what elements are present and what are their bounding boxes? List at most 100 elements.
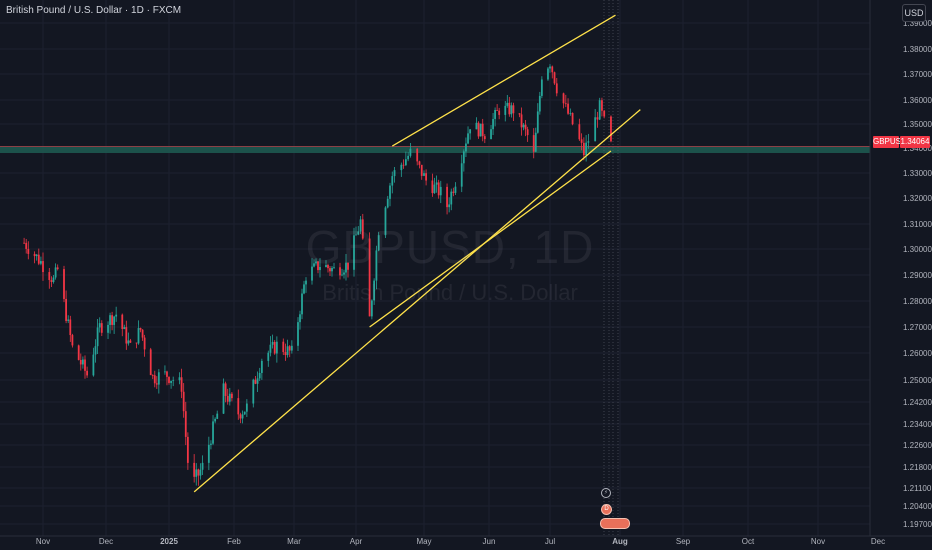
candle-body <box>313 263 315 267</box>
candle-body <box>317 261 319 271</box>
price-tick-label: 1.19700 <box>903 520 932 529</box>
candle-body <box>92 354 95 376</box>
time-tick-label: Nov <box>36 537 50 546</box>
candle-body <box>254 379 257 384</box>
candle-body <box>77 345 80 360</box>
candle-body <box>184 411 187 437</box>
candle-body <box>423 173 425 176</box>
candle-body <box>402 164 405 166</box>
candle-body <box>475 122 478 130</box>
candle-body <box>420 164 423 176</box>
candle-body <box>98 323 101 328</box>
multiple-events-icon[interactable] <box>600 518 630 529</box>
symbol-title[interactable]: British Pound / U.S. Dollar · 1D · FXCM <box>6 5 182 16</box>
candle-body <box>243 411 246 415</box>
candle-body <box>425 173 427 181</box>
candle-body <box>329 268 331 272</box>
candle-body <box>496 109 499 111</box>
price-tick-label: 1.32000 <box>903 194 932 203</box>
candle-body <box>578 124 581 140</box>
candle-body <box>359 219 362 232</box>
candle-body <box>368 238 371 317</box>
candle-body <box>260 360 263 373</box>
candle-body <box>343 272 345 275</box>
time-tick-label: Aug <box>612 537 628 546</box>
candle-body <box>520 114 523 128</box>
candle-body <box>94 346 97 355</box>
candle-body <box>157 372 160 385</box>
candle-body <box>518 113 521 115</box>
candle-body <box>137 328 140 344</box>
candle-body <box>450 191 453 205</box>
candle-body <box>216 413 219 419</box>
candle-body <box>113 316 116 325</box>
candle-body <box>166 371 168 377</box>
candle-body <box>569 112 572 114</box>
price-axis[interactable]: 1.39000 1.38000 1.37000 1.36000 1.35000 1.340… <box>903 19 932 529</box>
candle-body <box>168 376 170 383</box>
candle-body <box>393 170 396 177</box>
candle-body <box>580 139 583 143</box>
candle-body <box>582 142 585 156</box>
time-tick-label: Feb <box>227 537 241 546</box>
candle-body <box>182 391 185 412</box>
trendlines[interactable] <box>193 14 641 493</box>
candle-body <box>107 324 109 333</box>
candle-body <box>82 359 84 365</box>
candle-body <box>481 123 484 137</box>
candle-body <box>71 335 74 346</box>
time-axis[interactable]: Nov Dec 2025 Feb Mar Apr May Jun Jul Aug Sep Oct Nov… <box>36 537 885 546</box>
candle-body <box>267 352 270 361</box>
candle-body <box>151 375 154 376</box>
candle-body <box>301 293 303 315</box>
candle-body <box>508 102 511 115</box>
candle-body <box>143 337 146 350</box>
candle-body <box>69 319 72 336</box>
candle-body <box>299 314 301 323</box>
candle-body <box>490 129 492 140</box>
price-tick-label: 1.31000 <box>903 220 932 229</box>
candle-body <box>127 340 130 344</box>
candle-body <box>603 110 606 117</box>
candle-body <box>347 262 349 270</box>
candle-body <box>331 267 333 272</box>
candle-body <box>23 242 25 244</box>
candle-body <box>353 235 355 270</box>
currency-button[interactable]: USD <box>902 4 926 22</box>
candle-body <box>33 253 36 257</box>
time-tick-label: Jul <box>545 537 555 546</box>
candle-body <box>465 143 467 152</box>
candle-body <box>339 267 341 276</box>
candle-body <box>109 315 111 325</box>
candle-body <box>467 133 469 144</box>
candle-body <box>571 112 574 125</box>
upper-channel-trendline[interactable] <box>391 14 616 147</box>
price-tick-label: 1.25000 <box>903 376 932 385</box>
price-tick-label: 1.37000 <box>903 70 932 79</box>
candle-body <box>195 469 198 477</box>
candle-body <box>311 266 313 281</box>
candle-body <box>536 111 539 133</box>
candle-body <box>540 79 543 96</box>
long-trend-trendline[interactable] <box>193 109 641 493</box>
flash-event-icon[interactable]: ⚡ <box>601 488 611 498</box>
candle-body <box>237 398 240 415</box>
candle-body <box>373 280 376 301</box>
candle-body <box>409 148 412 156</box>
candle-body <box>512 105 515 114</box>
candle-body <box>498 110 501 115</box>
time-tick-label: Nov <box>811 537 825 546</box>
candle-body <box>386 198 389 208</box>
candle-body <box>510 105 513 115</box>
price-tick-label: 1.28000 <box>903 297 932 306</box>
candle-body <box>532 135 535 152</box>
candle-body <box>400 164 403 171</box>
candle-body <box>585 142 588 156</box>
candle-body <box>325 265 327 267</box>
time-tick-label: Oct <box>742 537 755 546</box>
candle-body <box>290 345 293 351</box>
candle-body <box>610 116 612 142</box>
dividend-event-icon[interactable]: D <box>601 504 612 515</box>
candle-body <box>48 272 51 281</box>
